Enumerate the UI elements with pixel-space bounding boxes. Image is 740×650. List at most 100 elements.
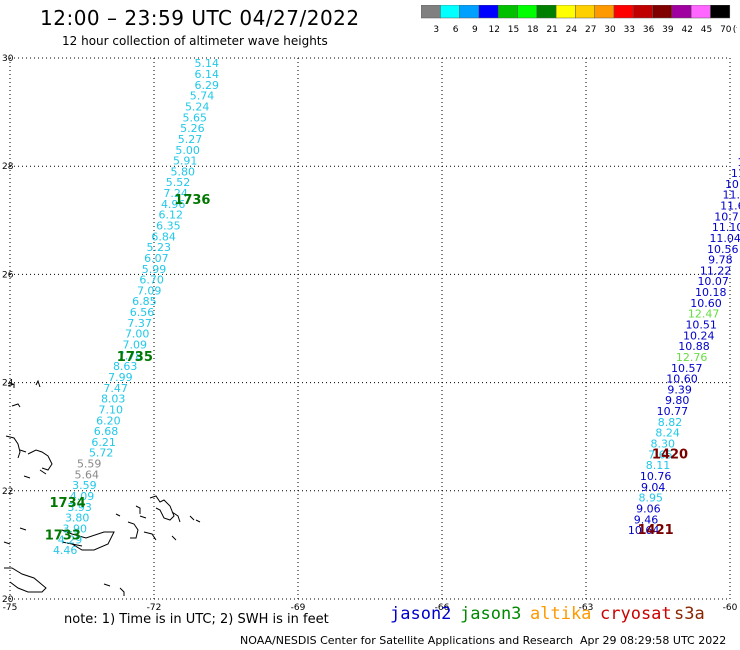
longitude-tick-label: -66 [435,603,450,613]
pass-time-label: 1734 [50,496,86,511]
wave-height-value: 11.6 [720,199,740,212]
wave-height-value: 10 [737,156,740,169]
wave-height-value: 8.11 [646,459,671,472]
pass-time-label: 1733 [45,528,81,543]
wave-height-value: 10.60 [690,297,722,310]
latitude-tick-label: 30 [2,54,14,64]
wave-height-value: 12.47 [688,308,720,321]
wave-height-value: 4.09 [70,490,95,503]
wave-height-value: 10.77 [657,405,689,418]
wave-height-value: 5.00 [175,144,200,157]
wave-height-value: 5.26 [180,122,205,135]
color-scale-label: 27 [585,25,596,35]
color-scale-label: 18 [527,25,539,35]
wave-height-value: 9.78 [708,254,733,267]
wave-height-value: 6.56 [130,306,155,319]
latitude-tick-label: 22 [2,487,13,497]
wave-height-value: 6.70 [139,274,164,287]
longitude-tick-label: -72 [147,603,162,613]
latitude-tick-label: 26 [2,270,14,280]
wave-height-value: 10.64 [628,524,660,537]
wave-height-value: 10.60 [666,373,698,386]
wave-height-value: 5.23 [147,241,172,254]
map-subtitle: 12 hour collection of altimeter wave hei… [62,34,328,48]
wave-height-value: 8.03 [101,393,126,406]
wave-height-value: 6.84 [151,230,176,243]
altimeter-tracks: 5.146.146.295.745.245.655.265.275.005.91… [53,57,740,557]
wave-height-value: 4.29 [58,533,83,546]
wave-height-value: 11.0 [723,189,740,202]
wave-height-value: 5.59 [77,458,102,471]
wave-height-value: 4.46 [53,544,78,557]
wave-height-value: 5.74 [190,90,215,103]
wave-height-value: 7.09 [137,284,162,297]
wave-height-value: 10.71 [714,210,740,223]
satellite-label-jason3: jason3 [460,604,522,624]
satellite-label-altika: altika [530,604,592,624]
wave-height-value: 10.8 [725,178,740,191]
color-scale-label: 45 [701,25,712,35]
wave-height-value: 6.35 [156,219,181,232]
wave-height-value: 5.24 [185,100,210,113]
satellite-label-s3a: s3a [674,604,705,624]
wave-height-value: 7.10 [99,403,124,416]
longitude-tick-label: -75 [3,603,18,613]
wave-height-value: 8.30 [651,438,676,451]
color-scale-label: 12 [488,25,499,35]
wave-height-value: 10.18 [695,286,727,299]
color-scale-label: 3 [433,25,439,35]
wave-height-value: 6.68 [94,425,119,438]
color-scale-label: 33 [624,25,635,35]
wave-height-value: 3.80 [65,512,90,525]
wave-height-value: 6.85 [132,295,157,308]
wave-height-value: 7.00 [125,328,150,341]
wave-height-value: 9.80 [665,394,690,407]
wave-height-value: 9.46 [634,513,659,526]
wave-height-value: 10.24 [683,329,715,342]
wave-height-value: 4.96 [161,198,186,211]
wave-height-value: 6.07 [144,252,169,265]
wave-height-value: 12.76 [676,351,708,364]
wave-height-value: 8.82 [658,416,683,429]
color-scale-label: 15 [508,25,519,35]
color-scale-label: 42 [681,25,692,35]
color-scale-label: 24 [566,25,578,35]
wave-height-value: 11.10 [712,221,740,234]
wave-height-value: 8.95 [639,492,664,505]
wave-height-value: 11. [731,167,740,180]
pass-time-label: 1421 [638,523,674,538]
wave-height-value: 11.04 [709,232,740,245]
units-note: note: 1) Time is in UTC; 2) SWH is in fe… [64,612,329,627]
wave-height-value: 3.90 [63,522,88,535]
wave-height-value: 5.91 [173,155,198,168]
longitude-tick-label: -63 [579,603,594,613]
wave-height-value: 10.56 [707,243,739,256]
wave-height-value: 10.07 [697,275,729,288]
wave-height-value: 7.37 [127,317,152,330]
color-scale-label: 6 [453,25,459,35]
color-scale-label: 39 [662,25,674,35]
wave-height-value: 7.99 [108,371,133,384]
wave-height-value: 7.65 [648,448,673,461]
satellite-label-jason2: jason2 [390,604,452,624]
lat-lon-grid [9,57,731,600]
wave-height-value: 9.39 [667,383,692,396]
wave-height-value: 7.24 [163,187,188,200]
color-scale-label: 36 [643,25,655,35]
wave-height-value: 10.88 [678,340,710,353]
map-title: 12:00 – 23:59 UTC 04/27/2022 [40,6,360,30]
footer-credit: NOAA/NESDIS Center for Satellite Applica… [240,634,574,647]
color-scale-label: 21 [546,25,557,35]
wave-height-value: 3.93 [67,501,92,514]
wave-height-value: 10.76 [640,470,672,483]
wave-height-value: 10.51 [685,319,717,332]
latitude-tick-label: 24 [2,379,14,389]
wave-height-value: 9.04 [641,481,666,494]
wave-height-value: 6.21 [91,436,116,449]
pass-time-label: 1420 [652,447,688,462]
wave-height-value: 6.29 [195,79,220,92]
latitude-tick-label: 20 [2,595,14,605]
color-scale-label: 70 [720,25,732,35]
